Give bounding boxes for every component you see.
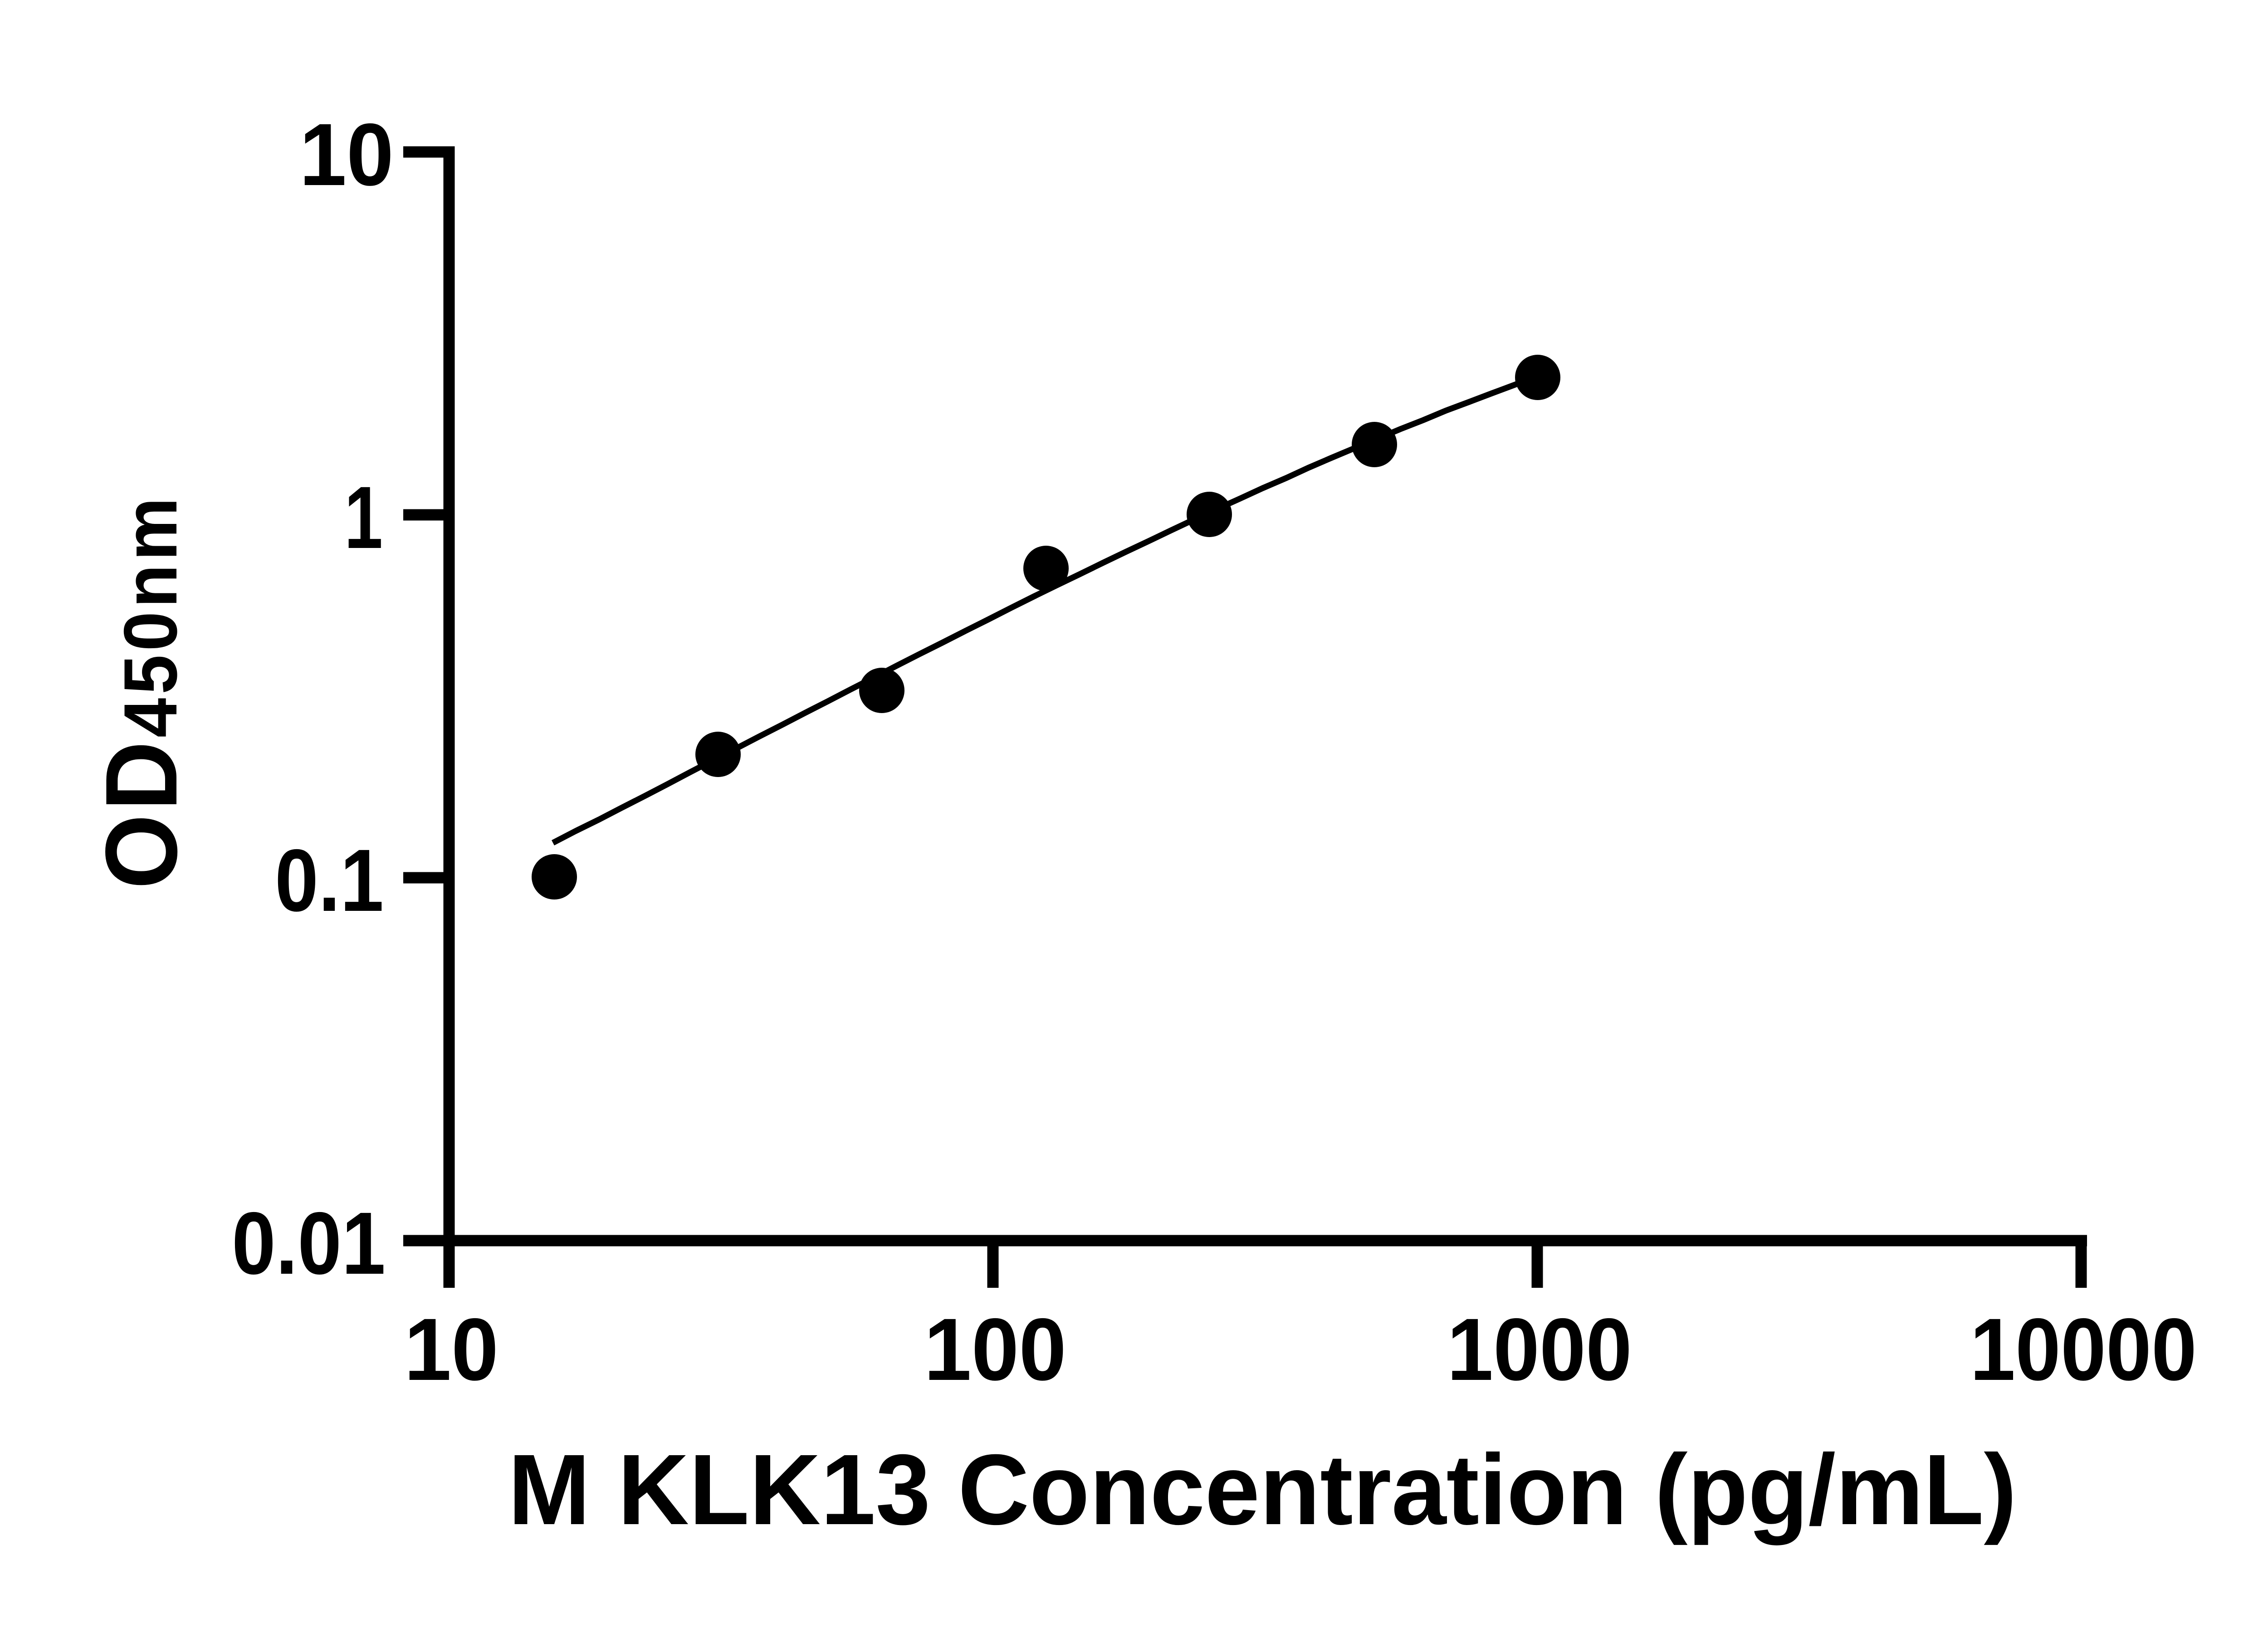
svg-text:0.1: 0.1	[275, 831, 384, 930]
svg-text:10: 10	[404, 1300, 499, 1399]
svg-text:1: 1	[344, 468, 383, 567]
svg-text:1000: 1000	[1447, 1300, 1632, 1399]
svg-text:10000: 10000	[1970, 1300, 2197, 1399]
svg-text:OD450nm: OD450nm	[84, 494, 198, 889]
svg-text:10: 10	[299, 105, 394, 204]
svg-text:0.01: 0.01	[232, 1194, 386, 1293]
svg-text:M KLK13 Concentration (pg/mL): M KLK13 Concentration (pg/mL)	[508, 1433, 2017, 1545]
svg-text:100: 100	[924, 1300, 1066, 1399]
